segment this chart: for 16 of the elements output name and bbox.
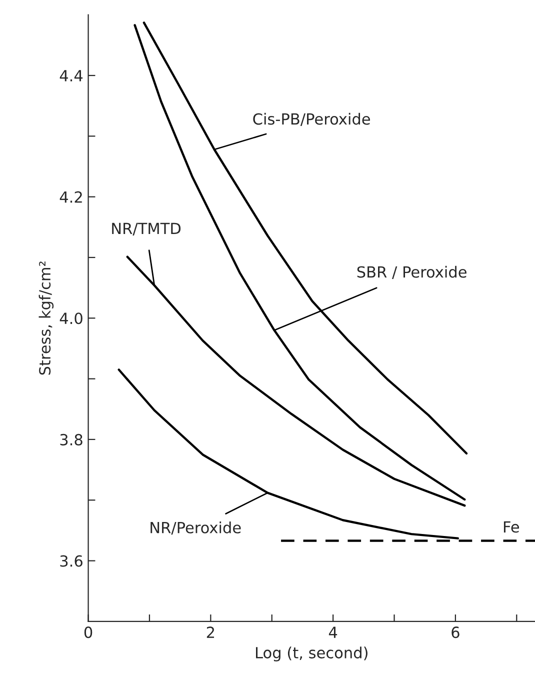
x-axis-title: Log (t, second) bbox=[256, 646, 368, 662]
annotation: Fe bbox=[504, 521, 519, 533]
x-tick-label: 4 bbox=[328, 626, 338, 638]
y-tick-label: 4.2 bbox=[60, 191, 82, 203]
annotation: SBR / Peroxide bbox=[357, 266, 466, 279]
annotation: NR/TMTD bbox=[112, 222, 181, 236]
annotation: Cis-PB/Peroxide bbox=[253, 112, 370, 126]
x-tick-label: 0 bbox=[84, 626, 92, 638]
y-tick-label: 3.8 bbox=[60, 434, 82, 446]
x-tick-label: 2 bbox=[206, 626, 214, 638]
y-tick-label: 3.6 bbox=[60, 555, 82, 567]
x-tick-label: 6 bbox=[452, 626, 460, 638]
annotation: NR/Peroxide bbox=[150, 522, 241, 535]
y-tick-label: 4.0 bbox=[60, 312, 82, 324]
y-tick-label: 4.4 bbox=[60, 70, 83, 82]
y-axis-title: Stress, kgf/cm² bbox=[38, 262, 54, 375]
